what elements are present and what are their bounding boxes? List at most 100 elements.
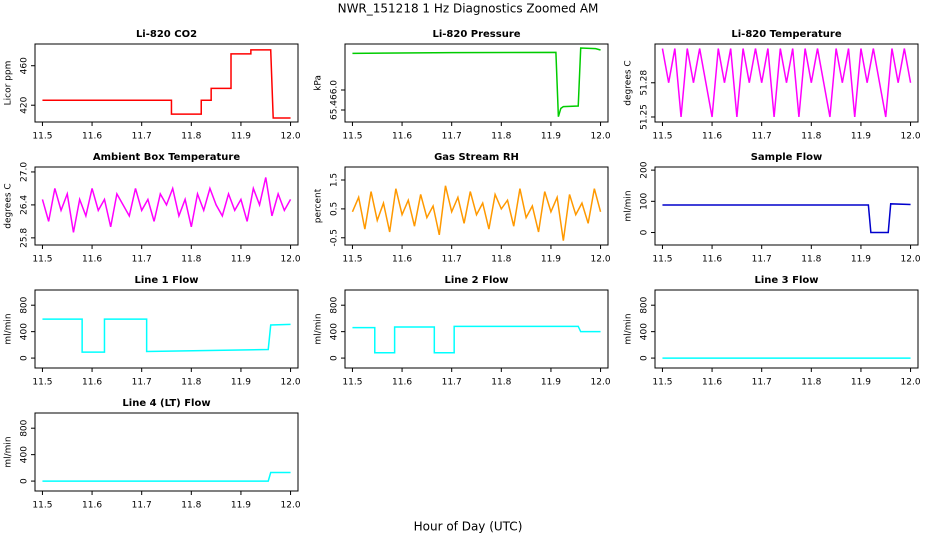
plot-frame <box>34 289 299 369</box>
x-tick-label: 12.0 <box>901 132 921 142</box>
x-tick-label: 11.8 <box>801 255 821 265</box>
y-tick-label: 51.25 <box>640 104 650 130</box>
x-tick-label: 11.9 <box>851 255 871 265</box>
panel-title: Line 2 Flow <box>445 275 509 286</box>
data-line <box>42 471 291 482</box>
x-tick-label: 11.5 <box>32 255 52 265</box>
y-tick-label: 800 <box>20 419 30 436</box>
x-tick-label: 11.7 <box>752 132 772 142</box>
y-tick-label: 400 <box>330 323 340 340</box>
panel-title: Line 3 Flow <box>755 275 819 286</box>
y-tick-label: 51.28 <box>640 70 650 96</box>
x-tick-label: 11.8 <box>181 132 201 142</box>
y-tick-label: 0 <box>330 355 340 361</box>
x-tick-label: 11.5 <box>32 501 52 511</box>
x-tick-label: 11.5 <box>652 132 672 142</box>
y-axis-label: kPa <box>314 75 324 91</box>
x-tick-label: 11.9 <box>851 378 871 388</box>
x-tick-label: 11.7 <box>442 255 462 265</box>
y-axis-label: percent <box>314 188 324 223</box>
y-tick-label: 27.0 <box>20 162 30 182</box>
x-tick-label: 11.5 <box>32 378 52 388</box>
x-tick-label: 11.5 <box>342 255 362 265</box>
x-tick-label: 11.5 <box>32 132 52 142</box>
y-tick-label: 0 <box>640 355 650 361</box>
x-tick-label: 11.9 <box>231 501 251 511</box>
data-line <box>661 48 912 118</box>
y-axis-label: ml/min <box>4 313 14 344</box>
x-tick-label: 11.6 <box>702 132 722 142</box>
x-tick-label: 11.9 <box>851 132 871 142</box>
x-tick-label: 11.8 <box>181 378 201 388</box>
x-tick-label: 11.5 <box>652 255 672 265</box>
x-tick-label: 11.6 <box>82 501 102 511</box>
plot-frame <box>34 166 299 246</box>
y-axis-label: ml/min <box>4 436 14 467</box>
plot-frame <box>34 43 299 123</box>
panel-title: Line 4 (LT) Flow <box>122 398 210 409</box>
plot-frame <box>344 166 609 246</box>
x-tick-label: 11.7 <box>752 378 772 388</box>
y-tick-label: 400 <box>20 323 30 340</box>
y-tick-label: 460 <box>20 57 30 74</box>
x-tick-label: 11.6 <box>702 255 722 265</box>
y-tick-label: 200 <box>640 161 650 178</box>
x-tick-label: 11.9 <box>231 132 251 142</box>
y-tick-label: 400 <box>640 323 650 340</box>
plot-frame <box>654 166 919 246</box>
x-tick-label: 11.9 <box>231 255 251 265</box>
data-line <box>352 47 601 117</box>
x-tick-label: 11.5 <box>652 378 672 388</box>
x-tick-label: 12.0 <box>591 132 611 142</box>
figure-title: NWR_151218 1 Hz Diagnostics Zoomed AM <box>338 2 599 16</box>
x-tick-label: 11.6 <box>702 378 722 388</box>
y-tick-label: 100 <box>640 192 650 209</box>
x-tick-label: 11.6 <box>392 378 412 388</box>
x-tick-label: 11.6 <box>392 132 412 142</box>
panel-title: Li-820 Temperature <box>731 29 841 40</box>
plot-frame <box>654 43 919 123</box>
y-tick-label: 0 <box>20 478 30 484</box>
x-tick-label: 11.8 <box>181 255 201 265</box>
y-tick-label: 420 <box>20 96 30 113</box>
y-tick-label: -0.5 <box>330 229 340 247</box>
x-tick-label: 11.8 <box>491 255 511 265</box>
x-axis-label: Hour of Day (UTC) <box>414 520 523 534</box>
x-tick-label: 12.0 <box>591 378 611 388</box>
panel-title: Li-820 CO2 <box>136 29 197 40</box>
plot-frame <box>654 289 919 369</box>
x-tick-label: 11.9 <box>541 132 561 142</box>
y-tick-label: 66.0 <box>330 80 340 100</box>
y-tick-label: 400 <box>20 446 30 463</box>
y-axis-label: ml/min <box>314 313 324 344</box>
y-axis-label: ml/min <box>624 313 634 344</box>
x-tick-label: 11.8 <box>491 132 511 142</box>
panel-title: Line 1 Flow <box>135 275 199 286</box>
x-tick-label: 11.8 <box>181 501 201 511</box>
data-line <box>42 318 291 353</box>
data-line <box>352 325 601 354</box>
x-tick-label: 11.7 <box>132 255 152 265</box>
x-tick-label: 11.7 <box>132 132 152 142</box>
x-tick-label: 11.9 <box>541 255 561 265</box>
x-tick-label: 11.6 <box>82 378 102 388</box>
y-tick-label: 0 <box>20 355 30 361</box>
panel-title: Li-820 Pressure <box>432 29 520 40</box>
x-tick-label: 12.0 <box>591 255 611 265</box>
x-tick-label: 11.8 <box>491 378 511 388</box>
x-tick-label: 11.5 <box>342 378 362 388</box>
x-tick-label: 11.7 <box>752 255 772 265</box>
plot-frame <box>34 412 299 492</box>
x-tick-label: 12.0 <box>281 255 301 265</box>
x-tick-label: 11.8 <box>801 132 821 142</box>
x-tick-label: 11.7 <box>442 132 462 142</box>
x-tick-label: 12.0 <box>281 378 301 388</box>
x-tick-label: 11.5 <box>342 132 362 142</box>
x-tick-label: 11.8 <box>801 378 821 388</box>
panel-title: Ambient Box Temperature <box>93 152 240 163</box>
y-tick-label: 0 <box>640 229 650 235</box>
data-line <box>351 185 602 241</box>
x-tick-label: 12.0 <box>901 255 921 265</box>
x-tick-label: 11.9 <box>541 378 561 388</box>
